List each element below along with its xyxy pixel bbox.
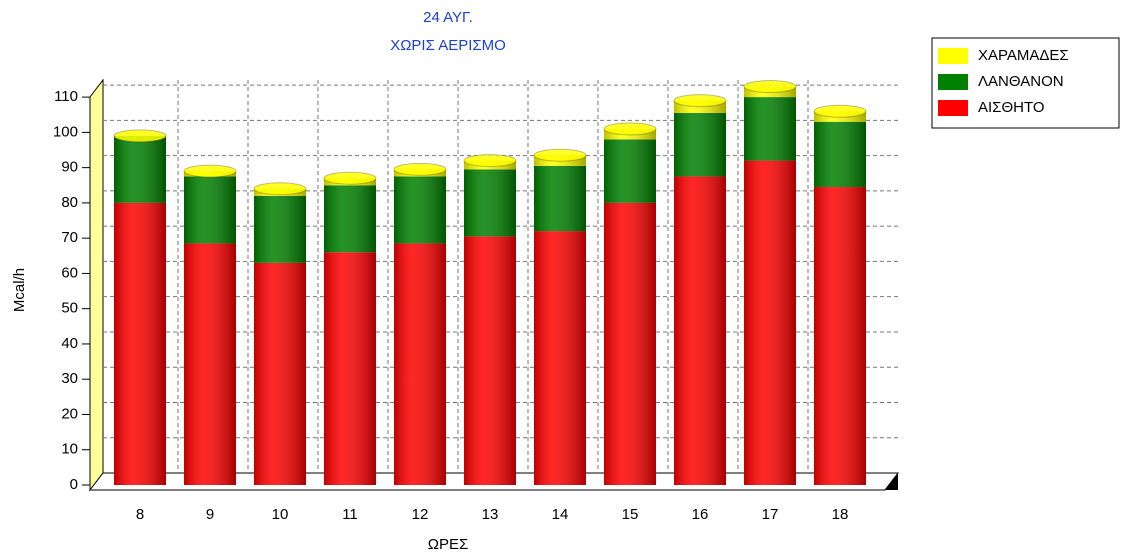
bar-shade (814, 187, 866, 486)
bar-shade (184, 243, 236, 485)
bar-shade (114, 135, 166, 203)
bar-shade (324, 185, 376, 253)
y-tick-label: 60 (61, 264, 78, 281)
bar-cap (463, 154, 517, 168)
y-tick-label: 90 (61, 159, 78, 176)
bar-shade (464, 169, 516, 237)
bar-shade (604, 139, 656, 203)
y-tick-label: 0 (70, 476, 78, 493)
bar-shade (604, 202, 656, 486)
bar-shade (394, 176, 446, 244)
legend-swatch (938, 48, 968, 64)
x-tick-label: 17 (762, 506, 779, 523)
bar-cap (393, 162, 447, 176)
bar-shade (464, 236, 516, 485)
bar-shade (184, 176, 236, 244)
bar-shade (674, 112, 726, 177)
chart-subtitle: ΧΩΡΙΣ ΑΕΡΙΣΜΟ (390, 37, 506, 54)
bar-shade (114, 202, 166, 486)
bar-cap (813, 104, 867, 118)
x-tick-label: 16 (692, 506, 709, 523)
legend-label: ΛΑΝΘΑΝΟΝ (978, 73, 1064, 90)
y-tick-label: 100 (53, 123, 78, 140)
bar-cap (113, 129, 167, 143)
x-tick-label: 10 (272, 506, 289, 523)
bar-shade (534, 231, 586, 485)
x-tick-label: 12 (412, 506, 429, 523)
bar-shade (814, 121, 866, 188)
x-tick-label: 8 (136, 506, 144, 523)
x-tick-label: 9 (206, 506, 214, 523)
bar-cap (533, 148, 587, 162)
bar-shade (254, 262, 306, 485)
bar-cap (603, 122, 657, 136)
bar-shade (324, 252, 376, 485)
legend-label: ΧΑΡΑΜΑΔΕΣ (978, 47, 1069, 64)
bar-shade (674, 176, 726, 485)
y-tick-label: 30 (61, 370, 78, 387)
bar-shade (744, 160, 796, 485)
bar-cap (743, 80, 797, 94)
bar-shade (394, 243, 446, 485)
bar-shade (534, 165, 586, 232)
y-tick-label: 10 (61, 441, 78, 458)
x-tick-label: 15 (622, 506, 639, 523)
legend-label: ΑΙΣΘΗΤΟ (978, 99, 1045, 116)
y-tick-label: 110 (54, 88, 78, 105)
x-tick-label: 18 (832, 506, 849, 523)
legend-swatch (938, 100, 968, 116)
bar-cap (183, 164, 237, 178)
bar-shade (254, 195, 306, 263)
x-tick-label: 11 (342, 506, 358, 523)
x-tick-label: 13 (482, 506, 499, 523)
x-tick-label: 14 (552, 506, 569, 523)
bar-cap (323, 171, 377, 185)
legend-swatch (938, 74, 968, 90)
y-tick-label: 50 (61, 300, 78, 317)
bar-cap (253, 182, 307, 196)
x-axis-label: ΩΡΕΣ (428, 536, 469, 553)
y-tick-label: 20 (61, 405, 78, 422)
y-tick-label: 80 (61, 194, 78, 211)
y-tick-label: 40 (61, 335, 78, 352)
bar-cap (673, 94, 727, 108)
y-tick-label: 70 (61, 229, 78, 246)
y-axis-label: Mcal/h (11, 268, 28, 312)
chart-title: 24 ΑΥΓ. (423, 9, 473, 26)
bar-shade (744, 97, 796, 161)
